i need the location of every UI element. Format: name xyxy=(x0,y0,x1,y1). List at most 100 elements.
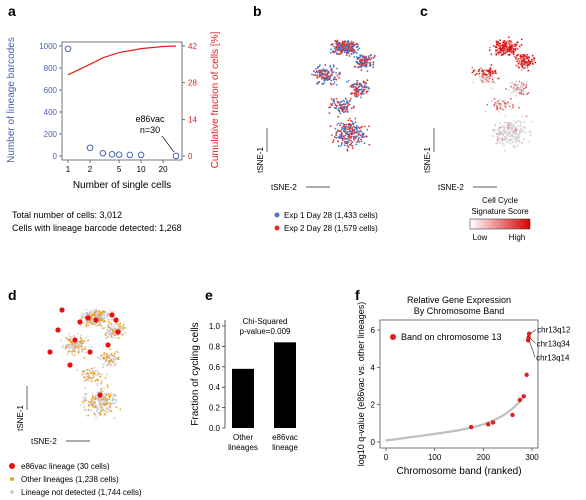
panel-d-cell-dot xyxy=(104,320,106,323)
panel-c-cell-dot xyxy=(499,105,501,108)
panel-b-cell-dot xyxy=(330,43,333,46)
panel-b-cell-dot xyxy=(360,60,363,63)
panel-c-cell-dot xyxy=(517,133,520,136)
panel-c-cell-dot xyxy=(509,42,511,45)
panel-d-cell-dot xyxy=(103,313,106,315)
panel-c-cell-dot xyxy=(498,131,501,133)
panel-d-cell-dot xyxy=(109,348,112,350)
panel-d-cell-dot xyxy=(100,399,103,402)
panel-b-chart: tSNE-1 tSNE-2 Exp 1 Day 28 (1,433 cells)… xyxy=(256,39,378,233)
panel-d-e86vac-cell xyxy=(59,307,65,313)
panel-c-cell-dot xyxy=(530,60,533,63)
panel-c-cell-dot xyxy=(481,82,483,84)
panel-b-cell-dot xyxy=(347,146,350,148)
panel-d-cell-dot xyxy=(73,350,76,352)
panel-d-cell-dot xyxy=(86,321,88,324)
panel-b-cell-dot xyxy=(361,64,364,67)
panel-b-cell-dot xyxy=(360,96,362,99)
panel-a-x-tick-label: 5 xyxy=(117,165,122,174)
panel-b-cell-dot xyxy=(355,52,358,54)
panel-d-cell-dot xyxy=(81,373,84,376)
panel-b-cell-dot xyxy=(346,105,349,107)
panel-a-ylabel-right: Cumulative fraction of cells [%] xyxy=(210,31,221,168)
panel-d-cell-dot xyxy=(104,395,107,398)
panel-c-cell-dot xyxy=(513,45,516,47)
panel-c-cell-dot xyxy=(531,62,534,65)
panel-b-cell-dot xyxy=(333,107,336,109)
panel-d-cell-dot xyxy=(120,333,123,336)
panel-b-cell-dot xyxy=(356,56,358,59)
panel-c-cell-dot xyxy=(505,46,508,48)
panel-b-cell-dot xyxy=(338,76,340,79)
panel-f-chart: Relative Gene Expression By Chromosome B… xyxy=(356,295,571,477)
panel-b-cell-dot xyxy=(356,131,358,134)
panel-c-cell-dot xyxy=(521,116,524,118)
panel-d-cell-dot xyxy=(98,312,100,315)
panel-b-cell-dot xyxy=(311,73,313,76)
panel-b-cell-dot xyxy=(335,72,337,74)
panel-c-cell-dot xyxy=(520,141,523,144)
panel-c-cell-dot xyxy=(514,49,517,52)
panel-d-cell-dot xyxy=(115,350,118,353)
panel-b-cell-dot xyxy=(329,82,332,85)
panel-d-cell-dot xyxy=(86,312,89,315)
panel-c-cell-dot xyxy=(514,136,517,138)
panel-c-cell-dot xyxy=(518,94,521,96)
panel-c-cell-dot xyxy=(487,80,490,83)
panel-b-cell-dot xyxy=(321,76,324,79)
panel-b-cell-dot xyxy=(349,99,351,102)
panel-d-cell-dot xyxy=(88,311,91,314)
panel-c-cell-dot xyxy=(490,87,493,90)
panel-b-cell-dot xyxy=(358,85,361,88)
panel-c-cell-dot xyxy=(522,53,524,56)
panel-c-cell-dot xyxy=(509,51,512,53)
panel-d-cell-dot xyxy=(99,414,102,416)
panel-letter-f: f xyxy=(355,287,360,303)
panel-d-cell-dot xyxy=(61,346,64,349)
panel-b-cell-dot xyxy=(368,56,371,59)
panel-d-cell-dot xyxy=(114,362,117,365)
panel-b-cell-dot xyxy=(343,100,346,103)
panel-c-cell-dot xyxy=(529,61,531,64)
panel-b-cell-dot xyxy=(360,69,363,71)
panel-e-bars xyxy=(232,342,296,428)
panel-b-cell-dot xyxy=(350,84,353,87)
panel-b-cell-dot xyxy=(340,105,342,107)
panel-c-cell-dot xyxy=(507,139,510,141)
panel-d-cell-dot xyxy=(73,344,75,346)
panel-b-cell-dot xyxy=(338,41,341,44)
panel-b-cell-dot xyxy=(314,74,317,77)
panel-d-e86vac-cell xyxy=(97,392,103,398)
panel-c-cell-dot xyxy=(515,133,517,136)
panel-d-cell-dot xyxy=(103,364,105,366)
panel-c-cell-dot xyxy=(534,61,537,64)
panel-letter-c: c xyxy=(420,3,428,19)
panel-c-cell-dot xyxy=(484,110,487,113)
panel-d-e86vac-cell xyxy=(109,312,115,318)
panel-c-cell-dot xyxy=(515,127,517,129)
panel-b-cell-dot xyxy=(364,65,367,68)
panel-e-category-label: lineage xyxy=(272,443,298,452)
panel-d-cell-dot xyxy=(110,318,113,321)
panel-b-cell-dot xyxy=(340,143,343,146)
panel-c-cell-dot xyxy=(509,140,511,142)
panel-c-cell-dot xyxy=(495,43,498,46)
panel-c-cell-dot xyxy=(519,124,522,127)
panel-d-cell-dot xyxy=(105,392,108,395)
panel-d-cell-dot xyxy=(86,372,89,375)
panel-b-cell-dot xyxy=(337,47,340,50)
panel-d-cell-dot xyxy=(81,348,84,350)
panel-c-cell-dot xyxy=(517,125,519,128)
panel-c-cell-dot xyxy=(521,64,524,67)
panel-d-cell-dot xyxy=(76,369,78,372)
panel-b-cell-dot xyxy=(373,55,376,58)
panel-c-cell-dot xyxy=(520,92,522,94)
panel-d-cell-dot xyxy=(98,403,101,405)
panel-d-cell-dot xyxy=(108,411,110,413)
panel-e-category-label: e86vac xyxy=(272,433,298,442)
panel-b-cell-dot xyxy=(362,89,365,91)
panel-b-cell-dot xyxy=(341,139,344,142)
panel-b-cell-dot xyxy=(335,134,337,137)
panel-c-cell-dot xyxy=(526,66,529,69)
panel-b-cell-dot xyxy=(333,102,336,105)
